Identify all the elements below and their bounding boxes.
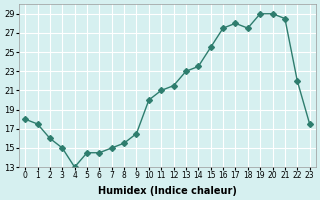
X-axis label: Humidex (Indice chaleur): Humidex (Indice chaleur)	[98, 186, 237, 196]
